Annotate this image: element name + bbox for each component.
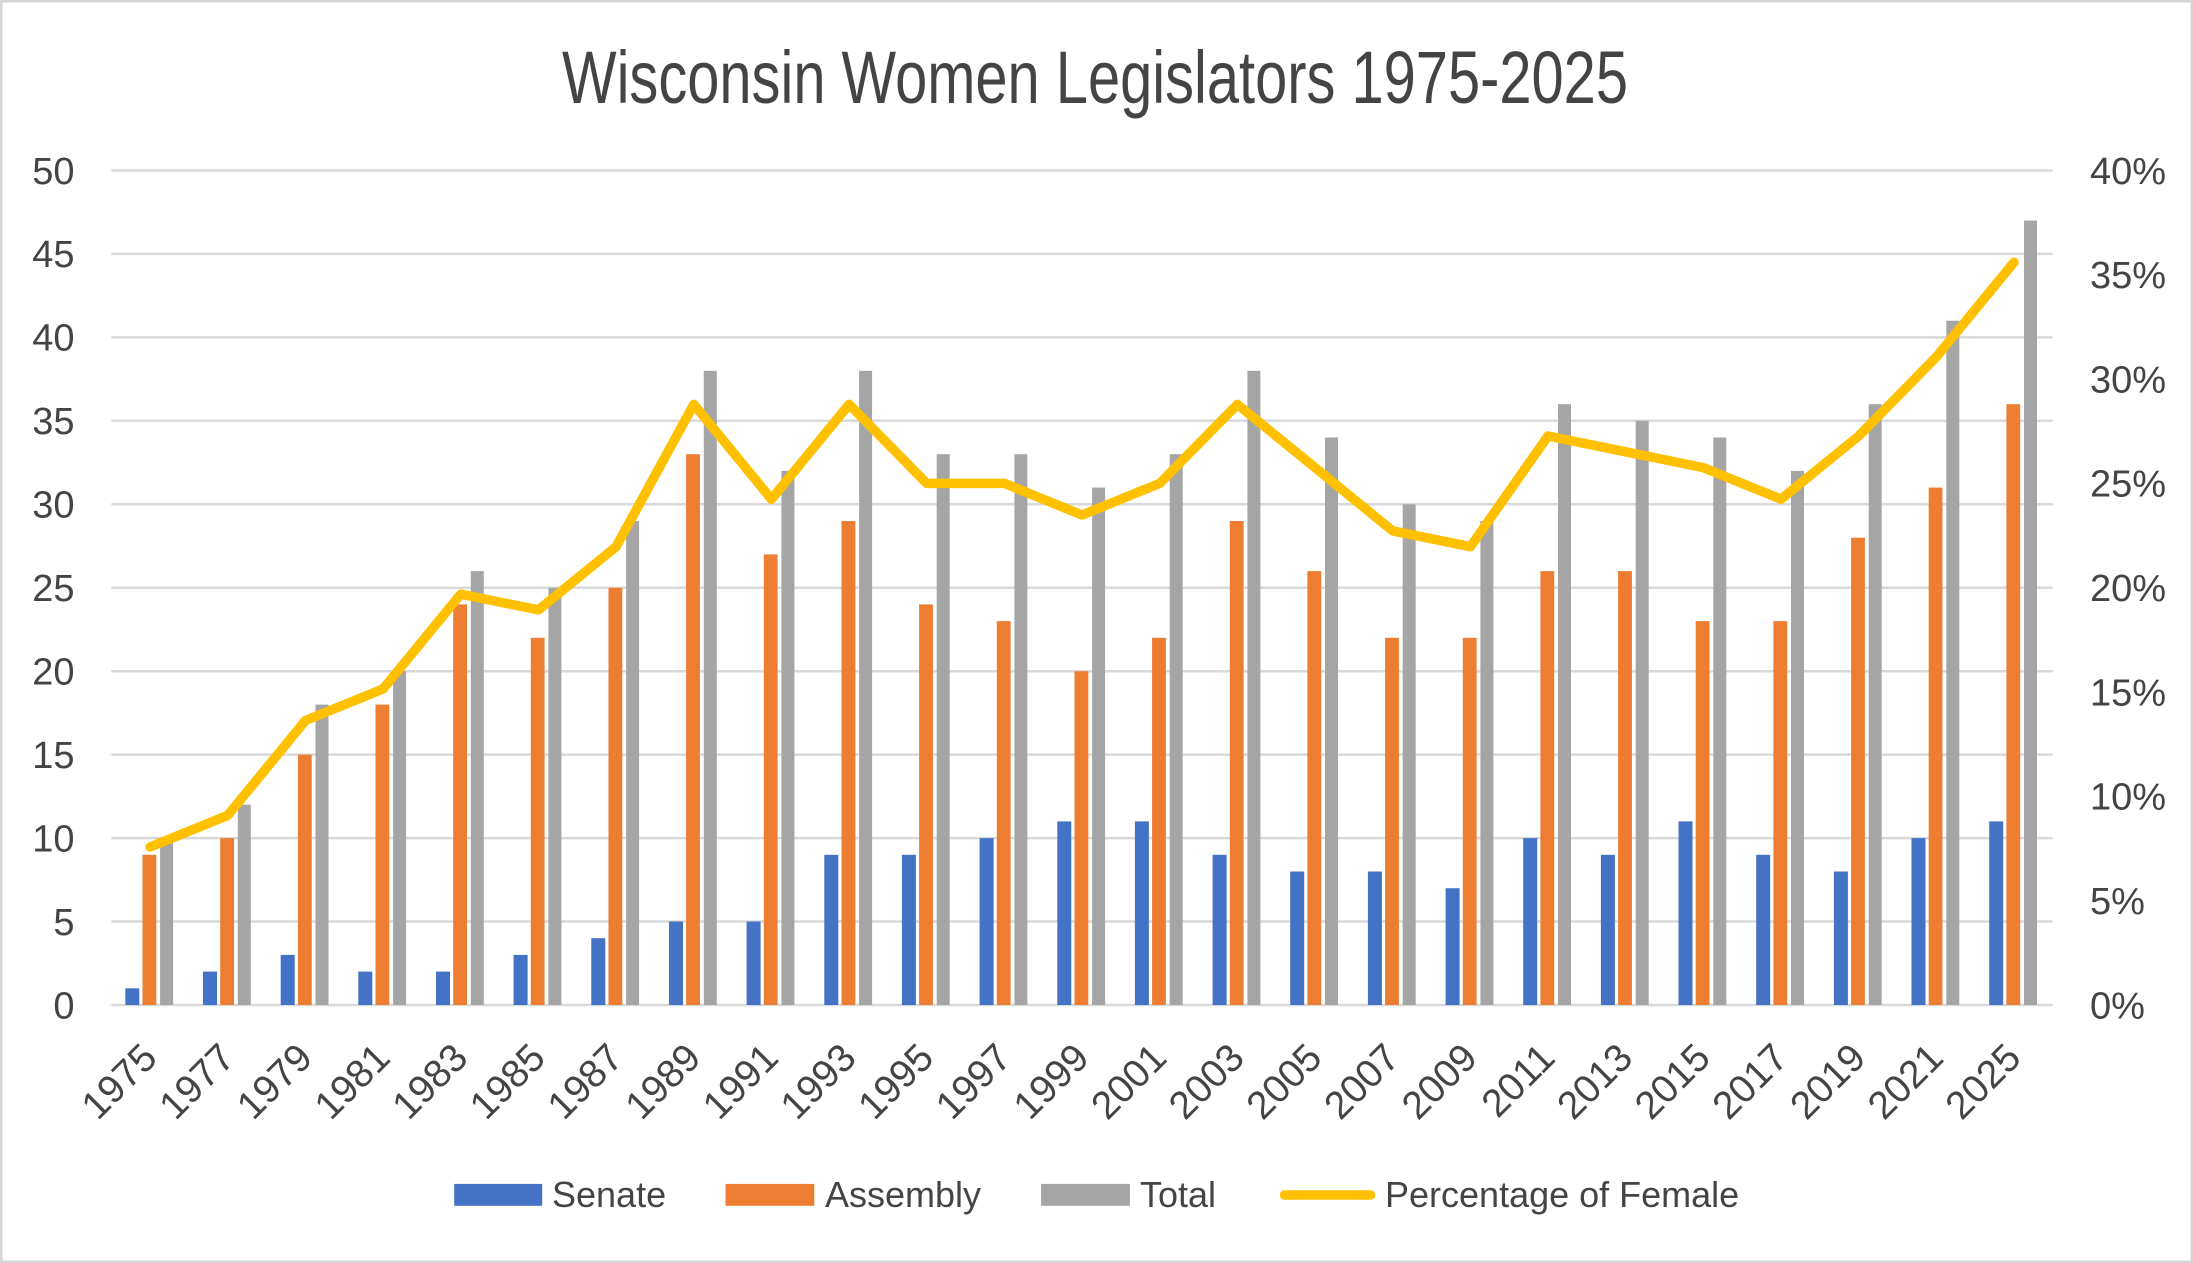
svg-text:45: 45 (32, 234, 74, 276)
svg-text:0: 0 (53, 985, 74, 1027)
svg-text:5%: 5% (2090, 881, 2145, 923)
svg-text:50: 50 (32, 151, 74, 193)
svg-text:25%: 25% (2090, 464, 2166, 506)
svg-text:30%: 30% (2090, 359, 2166, 401)
svg-text:5: 5 (53, 902, 74, 944)
svg-text:35%: 35% (2090, 255, 2166, 297)
svg-text:30: 30 (32, 485, 74, 527)
svg-text:15%: 15% (2090, 672, 2166, 714)
svg-text:10%: 10% (2090, 777, 2166, 819)
svg-text:35: 35 (32, 401, 74, 443)
svg-text:20: 20 (32, 652, 74, 694)
svg-text:Percentage of Female: Percentage of Female (1385, 1174, 1739, 1215)
svg-text:40%: 40% (2090, 151, 2166, 193)
svg-text:20%: 20% (2090, 568, 2166, 610)
svg-text:40: 40 (32, 318, 74, 360)
svg-text:25: 25 (32, 568, 74, 610)
svg-text:Total: Total (1140, 1174, 1216, 1215)
svg-text:0%: 0% (2090, 985, 2145, 1027)
svg-text:10: 10 (32, 818, 74, 860)
svg-text:Senate: Senate (552, 1174, 666, 1215)
svg-text:15: 15 (32, 735, 74, 777)
svg-text:Wisconsin Women Legislators 19: Wisconsin Women Legislators 1975-2025 (562, 36, 1628, 119)
svg-text:Assembly: Assembly (825, 1174, 981, 1215)
